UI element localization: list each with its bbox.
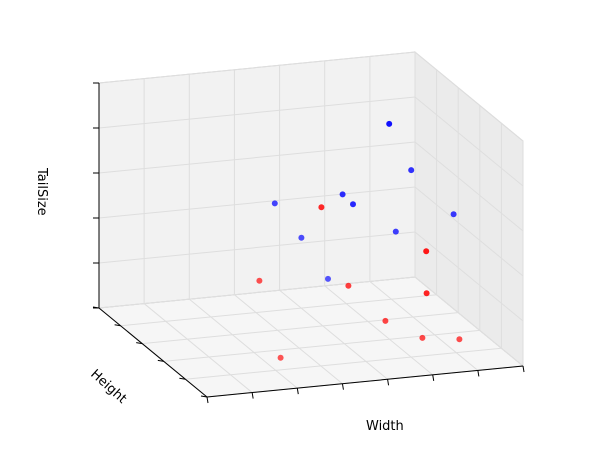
- x-tick: [341, 383, 344, 390]
- data-point: [325, 275, 331, 282]
- axes-panes: [97, 50, 525, 398]
- y-tick: [157, 359, 164, 362]
- x-axis-label: Width: [366, 419, 404, 434]
- x-tick: [477, 370, 480, 377]
- data-point: [423, 248, 430, 255]
- y-axis-line: [98, 307, 208, 398]
- grid-line: [98, 231, 416, 264]
- grid-line: [142, 312, 459, 345]
- grid-line: [188, 298, 298, 389]
- data-point: [392, 228, 399, 235]
- x-tick: [387, 379, 390, 386]
- grid-line: [414, 231, 524, 322]
- y-tick: [200, 395, 208, 398]
- data-point: [271, 200, 278, 207]
- data-point: [350, 201, 356, 208]
- data-point: [277, 354, 284, 361]
- data-point: [419, 334, 426, 341]
- grid-line: [369, 281, 479, 371]
- x-axis-line: [206, 365, 524, 398]
- grid-line: [98, 276, 416, 309]
- grid-line: [279, 289, 388, 380]
- z-axis-label: TailSize: [34, 167, 49, 216]
- axes-lines: [92, 82, 525, 404]
- grid-line: [98, 51, 416, 84]
- y-axis-label: Height: [87, 367, 129, 407]
- data-point: [382, 317, 389, 324]
- grid-line: [143, 303, 253, 393]
- grid-line: [120, 294, 437, 327]
- x-tick: [251, 392, 254, 399]
- x-tick: [296, 388, 299, 395]
- grid-line: [98, 96, 416, 129]
- data-point: [450, 211, 457, 218]
- data-point: [456, 336, 463, 343]
- grid-line: [414, 51, 524, 142]
- data-point: [256, 277, 263, 284]
- y-tick: [136, 342, 143, 345]
- grid-line: [234, 294, 343, 385]
- data-point: [298, 234, 305, 241]
- grid-line: [185, 347, 502, 380]
- grid-line: [98, 186, 416, 219]
- x-tick: [432, 374, 435, 381]
- grid-line: [414, 96, 524, 187]
- back-pane: [98, 51, 416, 309]
- data-point: [339, 191, 346, 198]
- data-point: [408, 167, 415, 174]
- y-tick: [179, 377, 186, 380]
- grid-line: [414, 276, 524, 367]
- x-tick: [522, 365, 525, 373]
- data-point: [423, 290, 430, 297]
- x-tick: [206, 396, 209, 404]
- grid-line: [324, 285, 434, 376]
- grid-line: [98, 141, 416, 174]
- grid-line: [163, 329, 480, 362]
- data-point: [318, 204, 325, 211]
- grid-line: [414, 141, 524, 232]
- y-tick: [114, 324, 121, 327]
- data-point: [345, 282, 352, 289]
- grid-line: [414, 186, 524, 277]
- data-points: [256, 120, 463, 361]
- data-point: [386, 120, 393, 127]
